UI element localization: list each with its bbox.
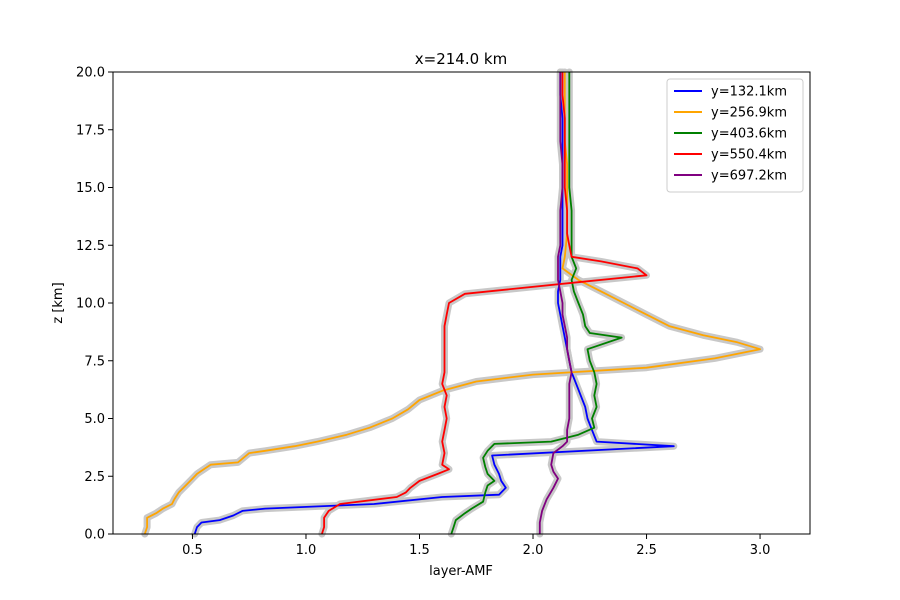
x-tick-label: 1.0 bbox=[296, 543, 317, 558]
y-tick-label: 10.0 bbox=[76, 297, 105, 312]
x-tick-label: 0.5 bbox=[182, 543, 203, 558]
y-tick-label: 5.0 bbox=[84, 412, 105, 427]
x-tick-label: 1.5 bbox=[409, 543, 430, 558]
x-tick-label: 3.0 bbox=[750, 543, 771, 558]
y-tick-label: 17.5 bbox=[76, 123, 105, 138]
legend-box bbox=[666, 78, 804, 193]
y-axis-ticks: 0.0 2.5 5.0 7.5 10.0 12.5 15.0 17.5 20.0 bbox=[76, 66, 113, 543]
series-line-5 bbox=[538, 72, 573, 534]
y-tick-label: 15.0 bbox=[76, 181, 105, 196]
y-tick-label: 2.5 bbox=[84, 470, 105, 485]
legend: y=132.1km y=256.9km y=403.6km y=550.4km y=69… bbox=[666, 78, 804, 193]
x-tick-label: 2.5 bbox=[636, 543, 657, 558]
series-line-4 bbox=[321, 72, 648, 535]
legend-entry-3: y=403.6km bbox=[711, 127, 787, 142]
series-line-1 bbox=[193, 72, 675, 535]
y-tick-label: 0.0 bbox=[84, 528, 105, 543]
y-tick-label: 20.0 bbox=[76, 66, 105, 81]
y-axis-label: z [km] bbox=[51, 282, 66, 323]
legend-entry-5: y=697.2km bbox=[711, 169, 787, 184]
y-tick-label: 12.5 bbox=[76, 239, 105, 254]
y-tick-label: 7.5 bbox=[84, 354, 105, 369]
legend-entry-1: y=132.1km bbox=[711, 85, 787, 100]
legend-entry-4: y=550.4km bbox=[711, 148, 787, 163]
chart-title: x=214.0 km bbox=[415, 50, 507, 68]
series-line-3 bbox=[450, 72, 623, 535]
series-line-2 bbox=[143, 72, 761, 535]
legend-entry-2: y=256.9km bbox=[711, 106, 787, 121]
series-lines bbox=[143, 72, 761, 535]
x-tick-label: 2.0 bbox=[523, 543, 544, 558]
x-axis-ticks: 0.5 1.0 1.5 2.0 2.5 3.0 bbox=[182, 534, 770, 558]
x-axis-label: layer-AMF bbox=[429, 564, 493, 579]
